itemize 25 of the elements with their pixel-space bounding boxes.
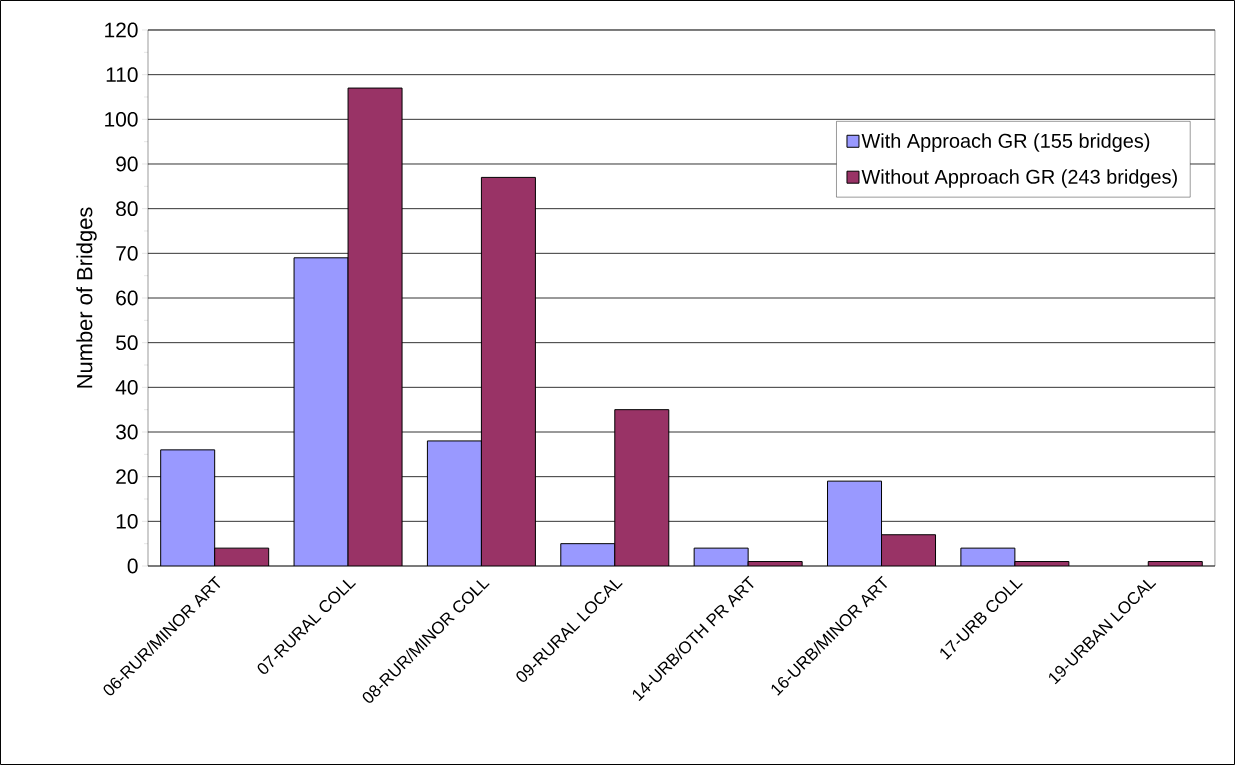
- bar: [160, 449, 216, 566]
- y-tick-label: 90: [116, 156, 138, 172]
- bar: [480, 176, 536, 566]
- y-tick-label: 10: [116, 513, 138, 529]
- y-tick-label: 30: [116, 424, 138, 440]
- bar: [426, 440, 482, 566]
- y-tick-label: 70: [116, 245, 138, 261]
- bar: [347, 87, 403, 566]
- bar: [614, 409, 670, 566]
- y-tick-label: 100: [105, 111, 138, 127]
- y-tick-label: 80: [116, 201, 138, 217]
- bar: [827, 480, 883, 566]
- y-tick-label: 110: [106, 67, 138, 83]
- y-tick-label: 20: [116, 469, 138, 485]
- y-axis-title: Number of Bridges: [76, 207, 97, 388]
- y-tick-label: 0: [127, 558, 138, 574]
- y-tick-label: 40: [115, 379, 138, 395]
- y-tick-label: 50: [116, 335, 138, 351]
- bar: [293, 257, 349, 566]
- y-tick-label: 120: [105, 22, 138, 38]
- bar: [560, 543, 616, 566]
- legend-label: Without Approach GR (243 bridges): [861, 169, 1177, 188]
- y-tick-label: 60: [116, 290, 138, 306]
- bar: [881, 534, 937, 566]
- legend-label: With Approach GR (155 bridges): [861, 133, 1150, 152]
